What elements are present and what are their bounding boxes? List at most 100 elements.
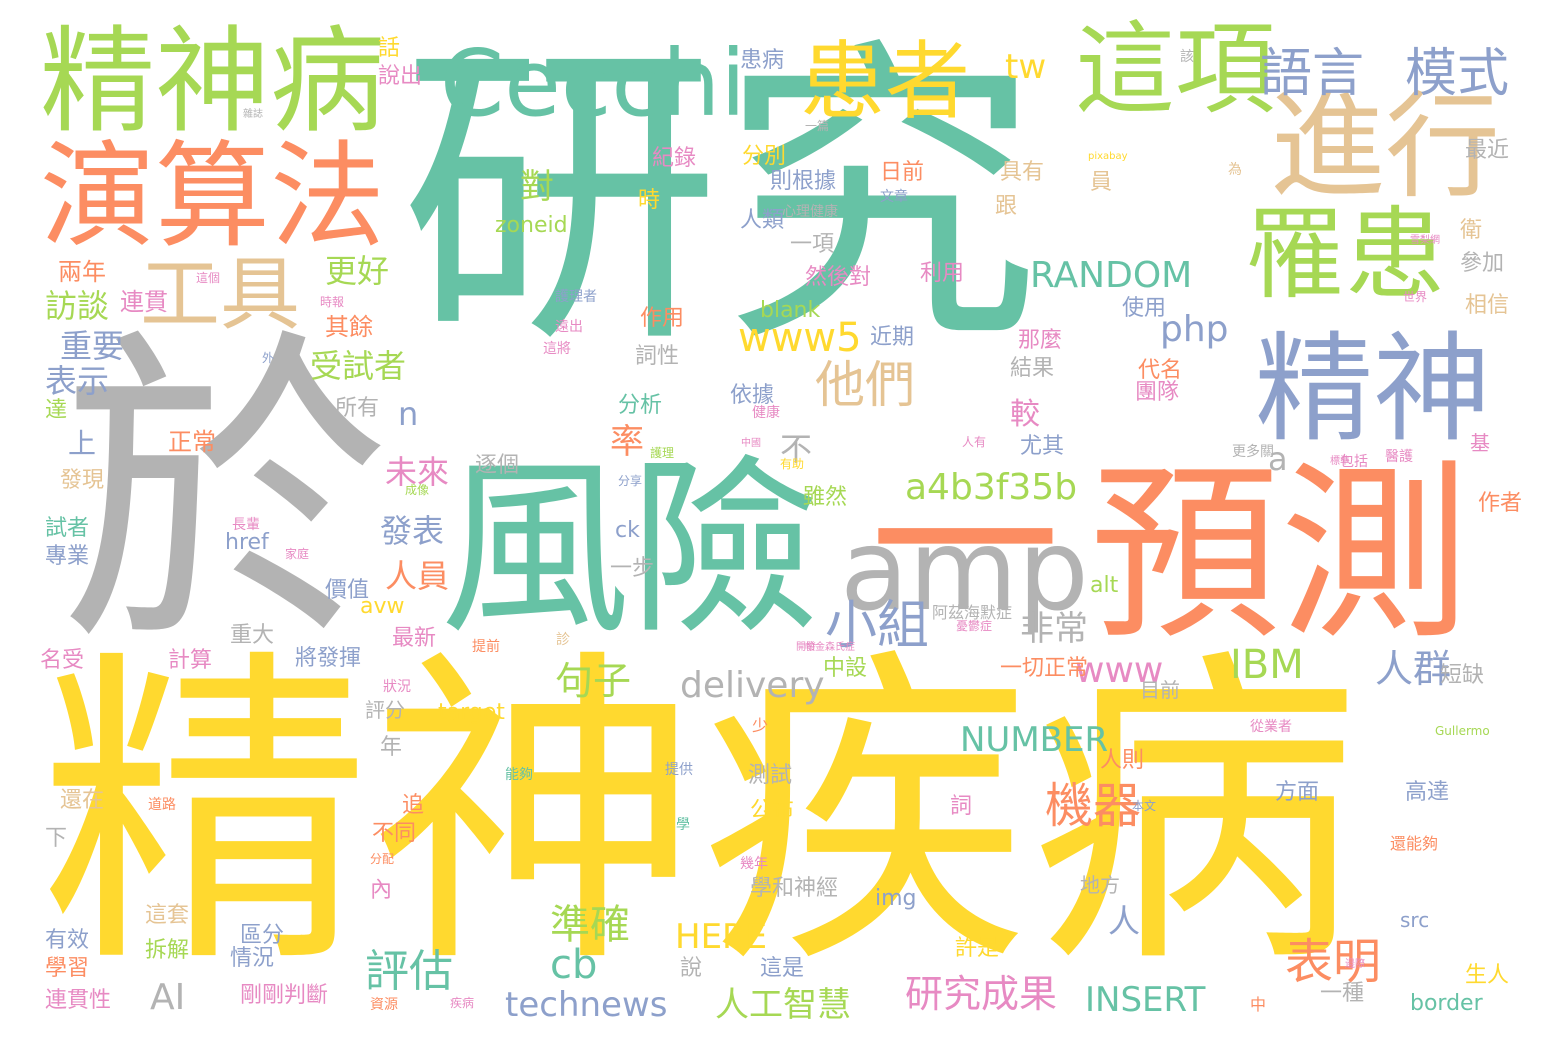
cloud-word: 時報: [320, 295, 345, 309]
cloud-word: 專業: [45, 544, 90, 569]
cloud-word: 中設: [823, 656, 868, 681]
cloud-word: 精神疾病: [40, 623, 1360, 1007]
cloud-word: www: [1075, 650, 1164, 691]
cloud-word: pixabay: [1088, 151, 1128, 162]
cloud-word: 進行: [1270, 80, 1501, 214]
cloud-word: 對: [520, 167, 554, 207]
cloud-word: 疾病: [450, 996, 475, 1010]
cloud-word: 員: [1090, 170, 1113, 195]
cloud-word: Cecchi: [440, 30, 746, 137]
cloud-word: 基: [1470, 431, 1490, 455]
cloud-word: 一: [870, 434, 1061, 655]
cloud-word: 健康: [752, 405, 780, 421]
cloud-word: 所有: [335, 396, 380, 421]
cloud-word: 不: [780, 430, 813, 468]
cloud-word: 具有: [1000, 160, 1045, 185]
cloud-word: 連貫性: [45, 988, 112, 1013]
cloud-word: 相信: [1465, 293, 1510, 318]
cloud-word: 一種: [1320, 981, 1365, 1006]
cloud-word: 跟: [995, 194, 1018, 219]
cloud-word: 標準: [1330, 456, 1350, 467]
cloud-word: 資源: [370, 997, 398, 1013]
cloud-word: AI: [150, 977, 186, 1018]
cloud-word: www5: [738, 315, 862, 361]
cloud-word: 代名: [1138, 358, 1183, 383]
cloud-word: 於: [60, 303, 390, 687]
cloud-word: 提供: [665, 762, 693, 778]
cloud-word: 提前: [472, 639, 500, 655]
cloud-word: 還能夠: [1390, 834, 1439, 853]
cloud-word: 結果: [1010, 356, 1055, 381]
cloud-word: tw: [1005, 47, 1047, 87]
cloud-word: 道路: [148, 797, 176, 813]
cloud-word: 更多關: [1232, 444, 1274, 460]
cloud-word: 人則: [1100, 748, 1145, 773]
cloud-word: 更好: [325, 252, 390, 290]
cloud-word: 這個: [196, 271, 221, 285]
cloud-word: 日前: [880, 160, 925, 185]
cloud-word: 詞性: [635, 344, 680, 369]
cloud-word: 其餘: [325, 313, 373, 341]
cloud-word: 訪談: [45, 287, 110, 325]
cloud-word: 文章: [880, 189, 908, 205]
cloud-word: technews: [505, 985, 668, 1025]
cloud-word: 患病: [740, 48, 785, 73]
cloud-word: RANDOM: [1030, 255, 1193, 296]
cloud-word: 長輩: [232, 517, 260, 533]
cloud-word: 許是: [955, 936, 1000, 961]
cloud-word: 表明: [1285, 934, 1382, 990]
cloud-word: 風險: [440, 439, 821, 660]
cloud-word: 他們: [815, 356, 915, 414]
cloud-word: 學: [676, 817, 690, 833]
cloud-word: 分析: [618, 393, 663, 418]
cloud-word: 狀況: [383, 679, 411, 695]
cloud-word: 重大: [230, 623, 275, 648]
cloud-word: 有助: [780, 457, 805, 471]
cloud-word: 帕金森氏症: [805, 642, 855, 653]
cloud-word: 區分: [240, 923, 285, 948]
cloud-word: 地方: [1080, 873, 1120, 897]
cloud-word: 這是: [760, 956, 805, 981]
cloud-word: 非常: [1020, 609, 1088, 649]
cloud-word: 句子: [555, 659, 632, 703]
cloud-word: 率: [610, 422, 644, 462]
cloud-word: 重要: [60, 327, 125, 365]
cloud-word: 本文: [1132, 799, 1157, 813]
cloud-word: 中: [1250, 995, 1267, 1014]
cloud-word: 近期: [870, 325, 915, 350]
cloud-word: 拆解: [145, 938, 190, 963]
cloud-word: 尤其: [1020, 434, 1065, 459]
cloud-word: 能夠: [505, 767, 533, 783]
cloud-word: 雖然: [803, 485, 848, 510]
cloud-word: 研究: [400, 14, 1040, 386]
cloud-word: 團隊: [1135, 380, 1180, 405]
cloud-word: 機器: [1045, 778, 1142, 834]
cloud-word: 醫護: [1385, 449, 1413, 465]
cloud-word: 世界: [1403, 290, 1428, 304]
cloud-word: 雪梨網: [1410, 235, 1440, 246]
cloud-word: 從業者: [1250, 719, 1292, 735]
cloud-word: blank: [760, 298, 821, 323]
cloud-word: 開發: [796, 642, 816, 653]
cloud-word: 評估: [365, 946, 453, 997]
cloud-word: 試者: [45, 516, 90, 541]
cloud-word: a: [1268, 440, 1288, 478]
cloud-word: 達: [45, 398, 68, 423]
cloud-word: 演算法: [40, 130, 386, 264]
cloud-word: 短缺: [1440, 663, 1485, 688]
cloud-word: target: [438, 700, 505, 725]
cloud-word: 準確: [550, 902, 630, 948]
cloud-word: 學和神經: [750, 876, 839, 901]
cloud-word: 說出: [378, 64, 423, 89]
cloud-word: 幾年: [740, 856, 768, 872]
cloud-word: 作用: [640, 306, 685, 331]
cloud-word: 診: [556, 632, 570, 648]
cloud-word: 罹患: [1245, 196, 1445, 313]
cloud-word: 外: [262, 351, 275, 365]
cloud-word: 兩年: [58, 258, 106, 286]
cloud-word: 心理健康: [782, 204, 838, 220]
cloud-word: 這將: [543, 341, 571, 357]
cloud-word: Gullermo: [1435, 724, 1490, 738]
cloud-word: 話: [378, 36, 401, 61]
cloud-word: 評分: [365, 698, 405, 722]
